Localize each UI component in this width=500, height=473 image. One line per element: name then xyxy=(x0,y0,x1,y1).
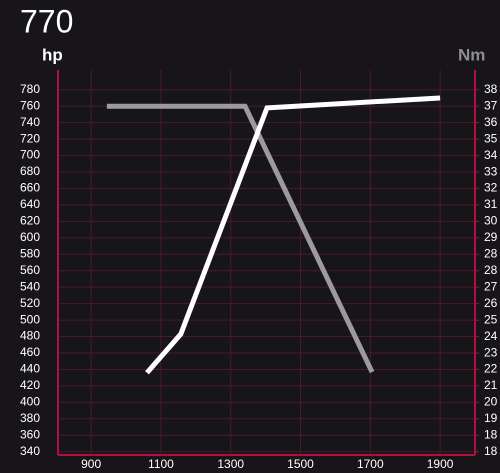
y-tick-label: 740 xyxy=(20,115,40,129)
y-tick-label: 560 xyxy=(20,263,40,277)
y-tick-label: 600 xyxy=(20,230,40,244)
y2-tick-label: 24 xyxy=(484,329,498,343)
y-tick-label: 440 xyxy=(20,362,40,376)
y2-tick-label: 32 xyxy=(484,181,498,195)
y-tick-label: 340 xyxy=(20,444,40,458)
y-tick-label: 400 xyxy=(20,395,40,409)
y2-axis-label: Nm xyxy=(458,45,485,64)
y-tick-label: 640 xyxy=(20,197,40,211)
y-tick-label: 460 xyxy=(20,345,40,359)
y2-tick-label: 35 xyxy=(484,131,498,145)
y-tick-label: 360 xyxy=(20,427,40,441)
y2-tick-label: 28 xyxy=(484,246,498,260)
y2-tick-label: 30 xyxy=(484,213,498,227)
x-tick-label: 1700 xyxy=(357,457,384,471)
y-axis-label: hp xyxy=(42,45,63,64)
y2-tick-label: 23 xyxy=(484,345,498,359)
y-tick-label: 420 xyxy=(20,378,40,392)
y2-tick-label: 19 xyxy=(484,411,498,425)
y2-tick-label: 22 xyxy=(484,362,498,376)
x-tick-label: 1100 xyxy=(148,457,174,471)
y-tick-label: 580 xyxy=(20,246,40,260)
y2-tick-label: 26 xyxy=(484,296,498,310)
y2-tick-label: 18 xyxy=(484,444,498,458)
x-tick-label: 1500 xyxy=(287,457,314,471)
y2-tick-label: 20 xyxy=(484,394,498,408)
x-tick-label: 900 xyxy=(81,457,101,471)
y-tick-label: 700 xyxy=(20,148,40,162)
y-tick-label: 500 xyxy=(20,312,40,326)
y2-tick-label: 27 xyxy=(484,279,498,293)
y-tick-label: 520 xyxy=(20,296,40,310)
y2-tick-label: 31 xyxy=(484,197,498,211)
y2-tick-label: 18 xyxy=(484,427,498,441)
y-tick-label: 760 xyxy=(20,98,40,112)
y2-tick-label: 25 xyxy=(484,312,498,326)
y2-tick-label: 37 xyxy=(484,98,498,112)
y2-tick-label: 21 xyxy=(484,378,498,392)
y2-tick-label: 38 xyxy=(484,82,498,96)
y-tick-label: 680 xyxy=(20,164,40,178)
chart-title: 770 xyxy=(20,3,73,39)
y2-tick-label: 34 xyxy=(484,148,498,162)
y-tick-label: 480 xyxy=(20,329,40,343)
series-line xyxy=(106,103,375,374)
x-tick-label: 1900 xyxy=(427,457,454,471)
y-tick-label: 540 xyxy=(20,279,40,293)
series-line xyxy=(145,95,441,375)
y2-tick-label: 29 xyxy=(484,230,498,244)
y-tick-label: 780 xyxy=(20,82,40,96)
y2-tick-label: 36 xyxy=(484,115,498,129)
y-tick-label: 380 xyxy=(20,411,40,425)
y-tick-label: 620 xyxy=(20,214,40,228)
x-tick-label: 1300 xyxy=(217,457,244,471)
y-tick-label: 660 xyxy=(20,181,40,195)
y-tick-label: 720 xyxy=(20,131,40,145)
y2-tick-label: 28 xyxy=(484,263,498,277)
y2-tick-label: 33 xyxy=(484,164,498,178)
